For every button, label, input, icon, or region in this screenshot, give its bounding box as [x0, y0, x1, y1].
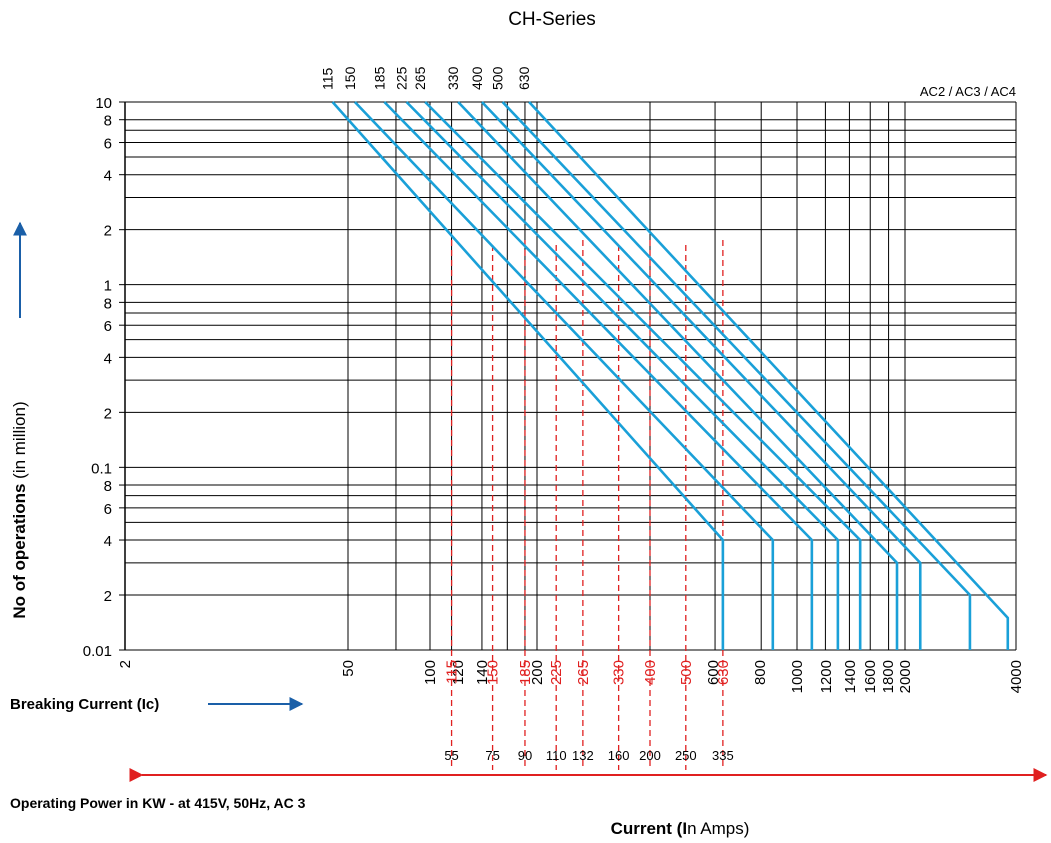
y-axis-label-bold: No of operations [10, 484, 29, 619]
y-tick-label: 2 [104, 405, 112, 422]
x-tick-label: 2000 [897, 660, 914, 693]
operation-curves [331, 101, 1010, 650]
x-tick-label: 1800 [880, 660, 897, 693]
kw-label: 250 [675, 748, 697, 763]
x-tick-label: 185 [517, 660, 534, 685]
x-tick-label: 1000 [789, 660, 806, 693]
x-tick-label: 150 [485, 660, 502, 685]
current-label-bold: Current (I [611, 819, 688, 838]
x-tick-label: 225 [548, 660, 565, 685]
y-tick-label: 6 [104, 136, 112, 153]
x-gridlines [124, 102, 1017, 650]
y-tick-label: 0.1 [91, 460, 112, 477]
x-tick-label: 4000 [1008, 660, 1025, 693]
series-curve-225 [405, 101, 840, 650]
y-tick-label: 4 [104, 533, 112, 550]
series-curve-500 [501, 101, 972, 650]
series-top-label: 225 [394, 66, 410, 90]
y-tick-label: 4 [104, 350, 112, 367]
kw-label: 200 [639, 748, 661, 763]
kw-labels: 55 75 90 110 132 160 200 250 335 [444, 748, 733, 763]
y-axis-label: No of operations (in million) [10, 401, 29, 618]
operating-power-label: Operating Power in KW - at 415V, 50Hz, A… [10, 795, 306, 811]
kw-label: 90 [518, 748, 532, 763]
kw-label: 160 [608, 748, 630, 763]
series-top-label: 150 [342, 66, 358, 90]
x-tick-label: 400 [642, 660, 659, 685]
y-axis-label-normal: (in million) [10, 401, 29, 483]
chart-title: CH-Series [508, 9, 596, 30]
series-curve-150 [353, 101, 775, 650]
y-gridlines [125, 101, 1016, 651]
y-tick-label: 8 [104, 478, 112, 495]
series-top-label: 185 [371, 66, 387, 90]
x-tick-label: 200 [529, 660, 546, 685]
series-top-label: 265 [412, 66, 428, 90]
series-curve-400 [480, 101, 922, 650]
kw-label: 55 [444, 748, 458, 763]
y-tick-label: 8 [104, 295, 112, 312]
kw-label: 75 [485, 748, 499, 763]
y-tick-label: 6 [104, 318, 112, 335]
series-top-label: 630 [516, 66, 532, 90]
x-tick-label: 120 [450, 660, 467, 685]
x-tick-label: 1400 [842, 660, 859, 693]
y-tick-label: 8 [104, 113, 112, 130]
series-top-label: 330 [445, 66, 461, 90]
x-tick-label: 600 [705, 660, 722, 685]
x-tick-label: 330 [611, 660, 628, 685]
current-label-normal: n Amps) [687, 819, 749, 838]
x-tick-label: 800 [752, 660, 769, 685]
series-curve-265 [424, 101, 862, 650]
current-label: Current (In Amps) [611, 819, 750, 838]
category-label: AC2 / AC3 / AC4 [920, 84, 1016, 99]
x-tick-label: 1200 [818, 660, 835, 693]
x-tick-label: 50 [340, 660, 357, 677]
x-tick-label: 265 [575, 660, 592, 685]
x-tick-labels: 2 50 100 120 140 200 600 800 1000 1200 1400 1600 180… [117, 660, 1025, 693]
kw-label: 110 [546, 748, 567, 763]
x-tick-label: 1600 [862, 660, 879, 693]
series-top-label: 400 [469, 66, 485, 90]
y-tick-label: 1 [104, 278, 112, 295]
y-tick-label: 6 [104, 501, 112, 518]
breaking-current-label: Breaking Current (Ic) [10, 696, 159, 713]
series-curve-630 [528, 101, 1010, 650]
y-tick-label: 4 [104, 168, 112, 185]
x-tick-label: 140 [474, 660, 491, 685]
series-top-labels: 115 150 185 225 265 330 400 500 630 [320, 66, 533, 90]
x-tick-label: 500 [678, 660, 695, 685]
x-tick-label: 630 [715, 660, 732, 685]
x-tick-label: 2 [117, 660, 134, 668]
kw-label: 335 [712, 748, 734, 763]
y-tick-label: 10 [95, 95, 112, 112]
series-curve-330 [457, 101, 899, 650]
kw-label: 132 [572, 748, 594, 763]
series-curve-115 [331, 101, 725, 650]
x-tick-label: 115 [444, 660, 461, 684]
series-curve-185 [383, 101, 814, 650]
red-marker-lines [450, 240, 724, 770]
series-top-label: 500 [490, 66, 506, 90]
series-top-label: 115 [320, 67, 336, 90]
x-tick-label: 100 [422, 660, 439, 685]
y-tick-label: 2 [104, 223, 112, 240]
y-tick-label: 0.01 [83, 643, 112, 660]
y-tick-label: 2 [104, 588, 112, 605]
